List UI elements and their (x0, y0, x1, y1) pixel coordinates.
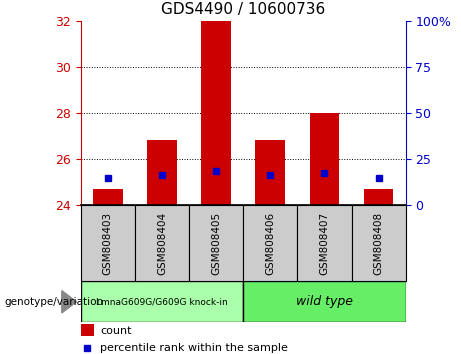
Text: GSM808406: GSM808406 (265, 211, 275, 275)
Bar (189, 205, 243, 281)
Bar (81, 205, 135, 281)
Text: LmnaG609G/G609G knock-in: LmnaG609G/G609G knock-in (96, 297, 228, 306)
Text: GSM808405: GSM808405 (211, 211, 221, 275)
Polygon shape (62, 291, 77, 313)
Bar (201, 21, 231, 205)
Text: percentile rank within the sample: percentile rank within the sample (100, 343, 288, 353)
Bar (147, 140, 177, 205)
Text: GSM808404: GSM808404 (157, 211, 167, 275)
Bar (243, 205, 297, 281)
Bar (297, 205, 352, 281)
Bar (364, 189, 394, 205)
Text: count: count (100, 326, 132, 336)
Text: GSM808403: GSM808403 (103, 211, 113, 275)
Title: GDS4490 / 10600736: GDS4490 / 10600736 (161, 2, 325, 17)
Bar (81, 281, 243, 322)
Bar (255, 140, 285, 205)
Bar (352, 205, 406, 281)
Bar (93, 189, 123, 205)
Bar (81, 324, 94, 336)
Bar (243, 281, 406, 322)
Bar (135, 205, 189, 281)
Text: wild type: wild type (296, 295, 353, 308)
Bar (309, 113, 339, 205)
Text: GSM808407: GSM808407 (319, 211, 330, 275)
Text: GSM808408: GSM808408 (373, 211, 384, 275)
Text: genotype/variation: genotype/variation (5, 297, 104, 307)
